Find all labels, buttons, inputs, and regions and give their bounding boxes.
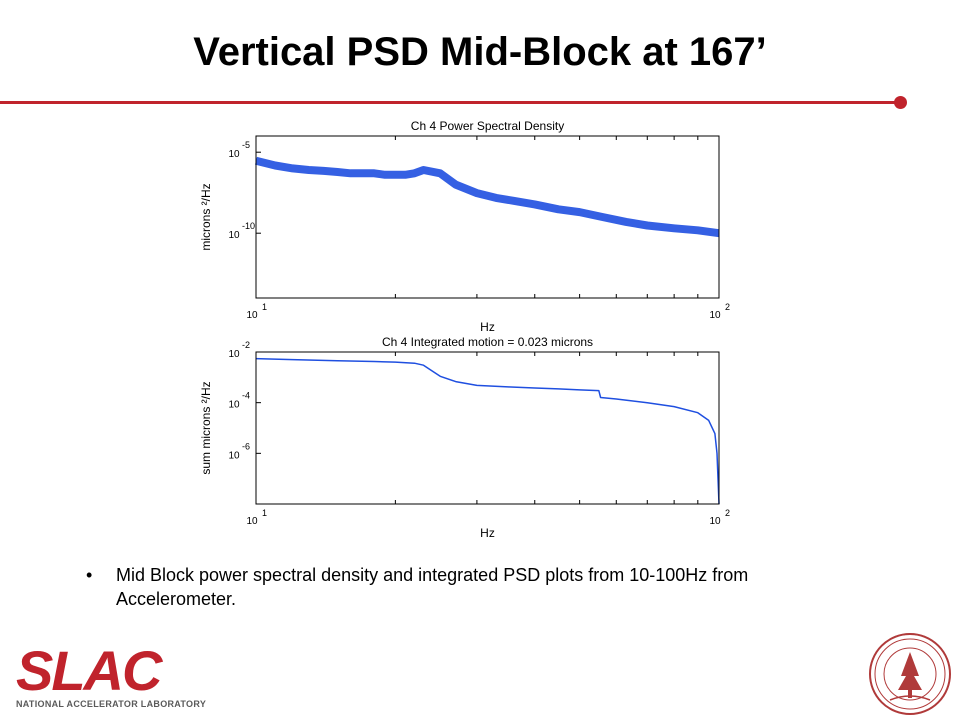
y-tick-label: 10 <box>228 400 240 411</box>
bullet-marker: • <box>86 565 93 585</box>
y-tick-label: 10 <box>228 349 240 360</box>
chart-title: Ch 4 Power Spectral Density <box>411 119 564 133</box>
plot-frame <box>255 135 720 299</box>
x-tick-label: 10 <box>709 516 721 527</box>
y-tick-label: 10 <box>228 230 240 241</box>
y-tick-exponent: -6 <box>242 441 250 451</box>
y-axis-label: sum microns ²/Hz <box>199 381 213 474</box>
x-tick-exponent: 2 <box>725 302 730 312</box>
x-axis-label: Hz <box>480 526 495 540</box>
slac-logo-subtitle: NATIONAL ACCELERATOR LABORATORY <box>16 699 207 709</box>
x-tick-label: 10 <box>246 516 258 527</box>
x-tick-label: 10 <box>709 310 721 321</box>
y-tick-exponent: -5 <box>242 140 250 150</box>
title-rule-dot <box>894 96 907 109</box>
y-tick-label: 10 <box>228 149 240 160</box>
plot-frame <box>255 351 720 505</box>
y-axis-label: microns ²/Hz <box>199 183 213 250</box>
x-tick-exponent: 1 <box>262 302 267 312</box>
slac-logo-word: SLAC <box>16 639 162 702</box>
slide-title: Vertical PSD Mid-Block at 167’ <box>193 30 767 74</box>
psd-charts: Ch 4 Power Spectral Density10110210-510-… <box>199 119 730 540</box>
x-tick-exponent: 2 <box>725 508 730 518</box>
slac-logo: SLAC NATIONAL ACCELERATOR LABORATORY <box>16 639 207 710</box>
series-line <box>255 156 720 238</box>
chart-title: Ch 4 Integrated motion = 0.023 microns <box>382 335 593 349</box>
chart-1: Ch 4 Power Spectral Density10110210-510-… <box>199 119 730 334</box>
bullet-text: Mid Block power spectral density and int… <box>116 565 749 609</box>
title-rule <box>0 101 898 104</box>
stanford-seal-icon <box>869 633 951 715</box>
chart-2: Ch 4 Integrated motion = 0.023 microns 10… <box>199 335 730 540</box>
y-tick-label: 10 <box>228 450 240 461</box>
series-line <box>255 357 720 505</box>
y-tick-exponent: -10 <box>242 221 255 231</box>
x-tick-exponent: 1 <box>262 508 267 518</box>
x-tick-label: 10 <box>246 310 258 321</box>
y-tick-exponent: -4 <box>242 391 250 401</box>
x-axis-label: Hz <box>480 320 495 334</box>
y-tick-exponent: -2 <box>242 340 250 350</box>
